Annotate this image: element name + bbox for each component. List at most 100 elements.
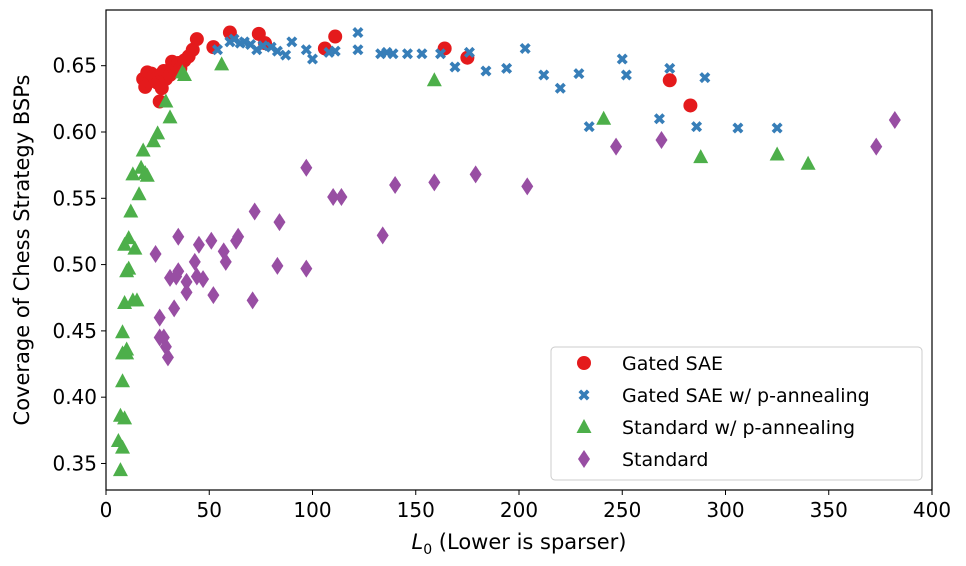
x-tick-label: 150 bbox=[397, 498, 435, 522]
data-point-diamond bbox=[273, 213, 286, 232]
data-point-diamond bbox=[300, 259, 313, 278]
x-tick-label: 100 bbox=[293, 498, 331, 522]
data-point-diamond bbox=[248, 202, 261, 221]
data-point-triangle bbox=[769, 146, 785, 161]
data-point-diamond bbox=[469, 165, 482, 184]
data-point-diamond bbox=[180, 283, 193, 302]
data-point-diamond bbox=[188, 252, 201, 271]
data-point-x bbox=[271, 45, 283, 57]
series-1 bbox=[212, 27, 783, 134]
data-point-x bbox=[620, 69, 632, 81]
data-point-x bbox=[519, 42, 531, 54]
data-point-diamond bbox=[376, 226, 389, 245]
y-tick-label: 0.60 bbox=[52, 120, 97, 144]
data-point-triangle bbox=[112, 462, 128, 477]
data-point-triangle bbox=[596, 110, 612, 125]
series-2 bbox=[110, 56, 816, 477]
data-point-x bbox=[691, 121, 703, 133]
y-tick-label: 0.35 bbox=[52, 451, 97, 475]
legend-box bbox=[550, 346, 923, 481]
data-point-triangle bbox=[119, 345, 135, 360]
data-point-x bbox=[664, 62, 676, 74]
data-point-diamond bbox=[168, 299, 181, 318]
data-point-diamond bbox=[389, 176, 402, 195]
data-point-triangle bbox=[115, 373, 131, 388]
data-point-triangle bbox=[135, 142, 151, 157]
data-point-diamond bbox=[197, 270, 210, 289]
data-point-x bbox=[352, 27, 364, 39]
y-axis-label: Coverage of Chess Strategy BSPs bbox=[10, 75, 34, 426]
y-tick-label: 0.50 bbox=[52, 253, 97, 277]
data-point-diamond bbox=[428, 173, 441, 192]
data-point-x bbox=[732, 122, 744, 134]
series-3 bbox=[149, 111, 901, 367]
data-point-x bbox=[387, 48, 399, 60]
x-axis-label-math: L bbox=[412, 530, 424, 554]
data-point-triangle bbox=[139, 167, 155, 182]
data-point-triangle bbox=[426, 72, 442, 87]
data-point-x bbox=[435, 48, 447, 60]
data-point-triangle bbox=[125, 166, 141, 181]
data-point-x bbox=[449, 61, 461, 73]
legend-marker-x bbox=[578, 389, 590, 401]
data-point-triangle bbox=[115, 439, 131, 454]
x-tick-label: 200 bbox=[500, 498, 538, 522]
data-point-x bbox=[300, 44, 312, 56]
x-tick-label: 350 bbox=[810, 498, 848, 522]
data-point-circle bbox=[328, 29, 343, 44]
data-point-triangle bbox=[131, 186, 147, 201]
data-point-x bbox=[501, 62, 513, 74]
data-point-triangle bbox=[145, 133, 161, 148]
data-point-x bbox=[416, 48, 428, 60]
legend-entry-standard-p-annealing: Standard w/ p-annealing bbox=[622, 417, 855, 439]
x-tick-label: 400 bbox=[913, 498, 951, 522]
data-point-diamond bbox=[161, 348, 174, 367]
data-point-diamond bbox=[521, 177, 534, 196]
x-axis-label-subscript: 0 bbox=[423, 542, 432, 558]
data-point-x bbox=[583, 121, 595, 133]
data-point-triangle bbox=[129, 292, 145, 307]
data-point-diamond bbox=[300, 158, 313, 177]
data-point-x bbox=[212, 44, 224, 56]
legend-marker-circle bbox=[577, 356, 591, 370]
data-point-triangle bbox=[158, 93, 174, 108]
data-point-diamond bbox=[219, 252, 232, 271]
x-axis-ticks: 0 50 100 150 200 250 300 350 400 bbox=[100, 490, 951, 522]
data-point-diamond bbox=[192, 235, 205, 254]
data-point-diamond bbox=[207, 286, 220, 305]
legend-entry-standard: Standard bbox=[622, 449, 708, 471]
data-point-diamond bbox=[246, 291, 259, 310]
data-point-diamond bbox=[172, 262, 185, 281]
data-point-diamond bbox=[180, 272, 193, 291]
data-point-x bbox=[573, 68, 585, 80]
y-tick-label: 0.55 bbox=[52, 186, 97, 210]
legend: Gated SAE Gated SAE w/ p-annealing Stand… bbox=[550, 346, 923, 481]
data-point-diamond bbox=[888, 111, 901, 130]
data-point-diamond bbox=[149, 244, 162, 263]
data-point-triangle bbox=[800, 155, 816, 170]
x-tick-label: 0 bbox=[100, 498, 113, 522]
y-axis-ticks: 0.35 0.40 0.45 0.50 0.55 0.60 0.65 bbox=[52, 54, 106, 475]
data-point-diamond bbox=[205, 231, 218, 250]
legend-markers bbox=[576, 356, 592, 468]
data-point-x bbox=[616, 53, 628, 65]
x-tick-label: 300 bbox=[706, 498, 744, 522]
data-point-x bbox=[257, 40, 269, 52]
data-point-diamond bbox=[335, 187, 348, 206]
data-points-layer bbox=[110, 25, 901, 477]
data-point-x bbox=[286, 36, 298, 48]
x-tick-label: 250 bbox=[603, 498, 641, 522]
x-axis-label-text: (Lower is sparser) bbox=[432, 530, 626, 554]
y-tick-label: 0.65 bbox=[52, 54, 97, 78]
data-point-circle bbox=[662, 73, 677, 88]
data-point-x bbox=[653, 113, 665, 125]
data-point-diamond bbox=[271, 256, 284, 275]
data-point-x bbox=[771, 122, 783, 134]
legend-entry-gated-sae-p-annealing: Gated SAE w/ p-annealing bbox=[622, 385, 870, 407]
x-tick-label: 50 bbox=[197, 498, 222, 522]
data-point-triangle bbox=[150, 125, 166, 140]
data-point-triangle bbox=[121, 260, 137, 275]
data-point-x bbox=[238, 36, 250, 48]
data-point-x bbox=[329, 45, 341, 57]
